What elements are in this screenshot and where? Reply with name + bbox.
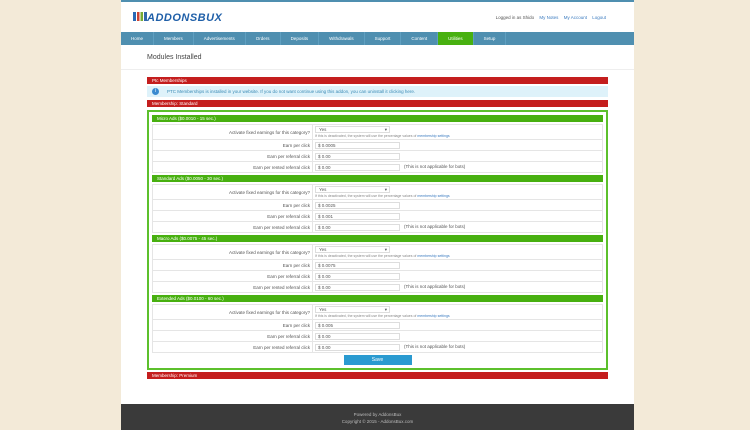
footer: Powered by AddonsBux Copyright © 2015 - … [121, 404, 634, 430]
earn-per-rented-referral-click-input[interactable]: $ 0.00 [315, 283, 400, 291]
category-header: Macro Ads ($0.0075 - 45 sec.) [152, 235, 603, 242]
table-row: Earn per click $ 0.0025 [152, 199, 603, 211]
fixed-earnings-select[interactable]: Yes [315, 186, 390, 193]
table-row: Activate fixed earnings for this categor… [152, 184, 603, 200]
fixed-earnings-select[interactable]: Yes [315, 246, 390, 253]
my-account-link[interactable]: My Account [563, 15, 587, 20]
earn-per-referral-click-input[interactable]: $ 0.001 [315, 212, 400, 220]
logout-link[interactable]: Logout [592, 15, 606, 20]
save-button[interactable]: Save [343, 355, 412, 365]
membership-form: Micro Ads ($0.0010 - 15 sec.) Activate f… [147, 110, 608, 370]
category-header: Extended Ads ($0.0100 - 60 sec.) [152, 295, 603, 302]
earn-per-rented-referral-click-input[interactable]: $ 0.00 [315, 163, 400, 171]
main-nav: Home Members Advertisements Orders Deposits W… [121, 32, 634, 45]
category-header: Micro Ads ($0.0010 - 15 sec.) [152, 115, 603, 122]
table-row: Earn per rented referral click $ 0.00 (Thi… [152, 341, 603, 353]
premium-bar[interactable]: Membership: Premium [147, 372, 608, 379]
category-table: Activate fixed earnings for this categor… [152, 304, 603, 353]
category-header: Standard Ads ($0.0050 - 30 sec.) [152, 175, 603, 182]
table-row: Earn per referral click $ 0.001 [152, 210, 603, 222]
table-row: Activate fixed earnings for this categor… [152, 124, 603, 140]
earn-per-rented-referral-click-input[interactable]: $ 0.00 [315, 223, 400, 231]
earn-per-rented-referral-click-input[interactable]: $ 0.00 [315, 343, 400, 351]
fixed-earnings-select[interactable]: Yes [315, 126, 390, 133]
nav-support[interactable]: Support [365, 32, 402, 45]
earn-per-click-input[interactable]: $ 0.0005 [315, 141, 400, 149]
nav-withdrawals[interactable]: Withdrawals [319, 32, 365, 45]
membership-settings-link[interactable]: membership settings [417, 254, 450, 258]
table-row: Earn per referral click $ 0.00 [152, 270, 603, 282]
header: ADDONSBUX Logged in as Shido My Notes My… [121, 2, 634, 32]
earn-per-click-input[interactable]: $ 0.005 [315, 321, 400, 329]
table-row: Earn per rented referral click $ 0.00 (Thi… [152, 221, 603, 233]
page: ADDONSBUX Logged in as Shido My Notes My… [121, 0, 634, 430]
user-bar: Logged in as Shido My Notes My Account L… [495, 15, 606, 20]
logo-icon [133, 12, 147, 21]
earn-per-click-input[interactable]: $ 0.0025 [315, 201, 400, 209]
nav-utilities[interactable]: Utilities [438, 32, 474, 45]
category-table: Activate fixed earnings for this categor… [152, 184, 603, 233]
module-bar[interactable]: Ptc Memberships [147, 77, 608, 84]
my-notes-link[interactable]: My Notes [539, 15, 559, 20]
membership-settings-link[interactable]: membership settings [417, 134, 450, 138]
category-table: Activate fixed earnings for this categor… [152, 244, 603, 293]
table-row: Earn per click $ 0.005 [152, 319, 603, 331]
logo[interactable]: ADDONSBUX [133, 12, 222, 24]
table-row: Activate fixed earnings for this categor… [152, 244, 603, 260]
table-row: Activate fixed earnings for this categor… [152, 304, 603, 320]
nav-setup[interactable]: Setup [474, 32, 507, 45]
earn-per-referral-click-input[interactable]: $ 0.00 [315, 152, 400, 160]
membership-bar[interactable]: Membership: Standard [147, 100, 608, 107]
nav-members[interactable]: Members [154, 32, 194, 45]
nav-content[interactable]: Content [401, 32, 439, 45]
page-title: Modules Installed [121, 45, 634, 70]
category-table: Activate fixed earnings for this categor… [152, 124, 603, 173]
table-row: Earn per rented referral click $ 0.00 (Thi… [152, 161, 603, 173]
nav-orders[interactable]: Orders [246, 32, 281, 45]
top-line [121, 0, 634, 2]
info-alert: i PTC Memberships is installed in your we… [147, 86, 608, 97]
table-row: Earn per referral click $ 0.00 [152, 150, 603, 162]
table-row: Earn per rented referral click $ 0.00 (Thi… [152, 281, 603, 293]
fixed-earnings-select[interactable]: Yes [315, 306, 390, 313]
table-row: Earn per click $ 0.0005 [152, 139, 603, 151]
table-row: Earn per click $ 0.0075 [152, 259, 603, 271]
earn-per-referral-click-input[interactable]: $ 0.00 [315, 332, 400, 340]
earn-per-referral-click-input[interactable]: $ 0.00 [315, 272, 400, 280]
membership-settings-link[interactable]: membership settings [417, 194, 450, 198]
membership-settings-link[interactable]: membership settings [417, 314, 450, 318]
nav-home[interactable]: Home [121, 32, 155, 45]
table-row: Earn per referral click $ 0.00 [152, 330, 603, 342]
nav-advertisements[interactable]: Advertisements [194, 32, 246, 45]
earn-per-click-input[interactable]: $ 0.0075 [315, 261, 400, 269]
info-icon: i [152, 88, 159, 95]
nav-deposits[interactable]: Deposits [281, 32, 320, 45]
